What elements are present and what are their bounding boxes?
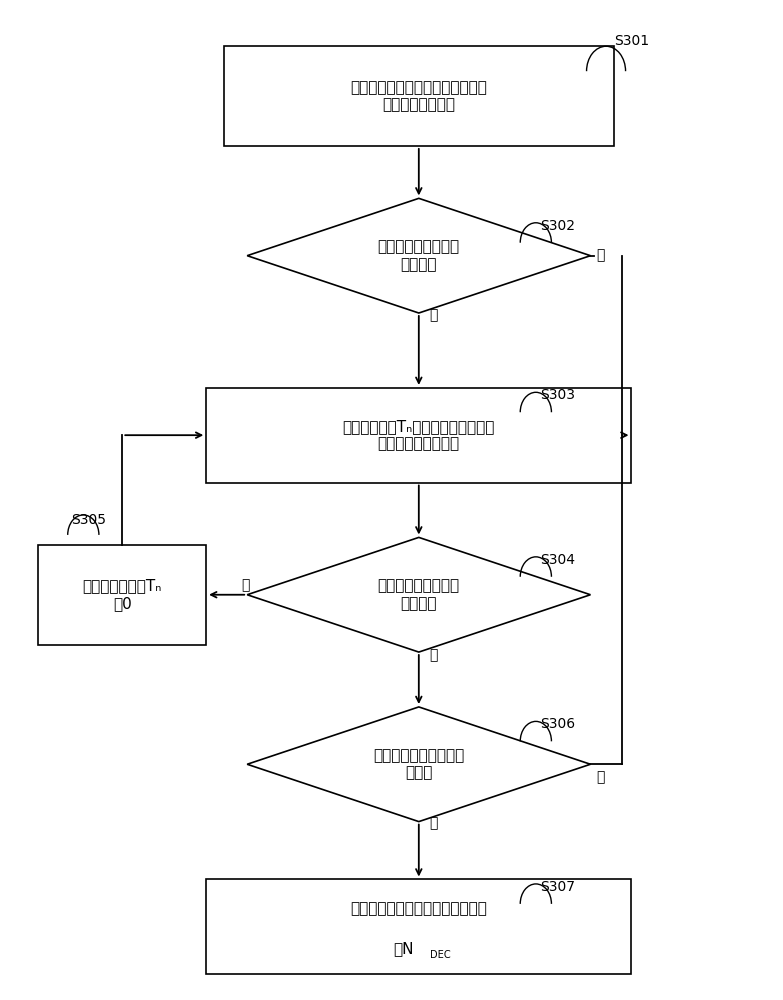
FancyBboxPatch shape (206, 388, 631, 483)
Text: S304: S304 (539, 553, 575, 567)
Text: 否: 否 (429, 649, 438, 663)
Text: S303: S303 (539, 388, 575, 402)
FancyBboxPatch shape (38, 545, 206, 645)
FancyBboxPatch shape (206, 879, 631, 974)
Text: 调用预先生成的换挡延迟时间表，
获取换挡延迟时间: 调用预先生成的换挡延迟时间表， 获取换挡延迟时间 (350, 80, 487, 112)
Text: S305: S305 (71, 513, 106, 527)
Text: S307: S307 (539, 880, 575, 894)
Text: 将延迟档位切换到修正后的目标档: 将延迟档位切换到修正后的目标档 (350, 901, 487, 916)
FancyBboxPatch shape (224, 46, 614, 146)
Polygon shape (247, 198, 590, 313)
Text: DEC: DEC (431, 950, 451, 960)
Text: 否: 否 (597, 770, 605, 784)
Text: 换挡累计时间Tₙ在原有的基础上累加
一个单位的时间间隔: 换挡累计时间Tₙ在原有的基础上累加 一个单位的时间间隔 (343, 419, 495, 451)
Text: 位N: 位N (393, 941, 413, 956)
Text: 是: 是 (429, 309, 438, 323)
Text: 修正后的目标档位是
否有更新: 修正后的目标档位是 否有更新 (377, 579, 460, 611)
Text: S302: S302 (539, 219, 575, 233)
Text: S301: S301 (614, 34, 649, 48)
Polygon shape (247, 537, 590, 652)
Polygon shape (247, 707, 590, 822)
Text: S306: S306 (539, 717, 575, 731)
Text: 挡累计时间大于换挡延
迟时间: 挡累计时间大于换挡延 迟时间 (373, 748, 464, 780)
Text: 修正后的目标档位是
否有更新: 修正后的目标档位是 否有更新 (377, 239, 460, 272)
Text: 否: 否 (597, 249, 605, 263)
Text: 是: 是 (429, 816, 438, 830)
Text: 是: 是 (242, 578, 250, 592)
Text: 将换挡累计时间Tₙ
置0: 将换挡累计时间Tₙ 置0 (83, 579, 162, 611)
